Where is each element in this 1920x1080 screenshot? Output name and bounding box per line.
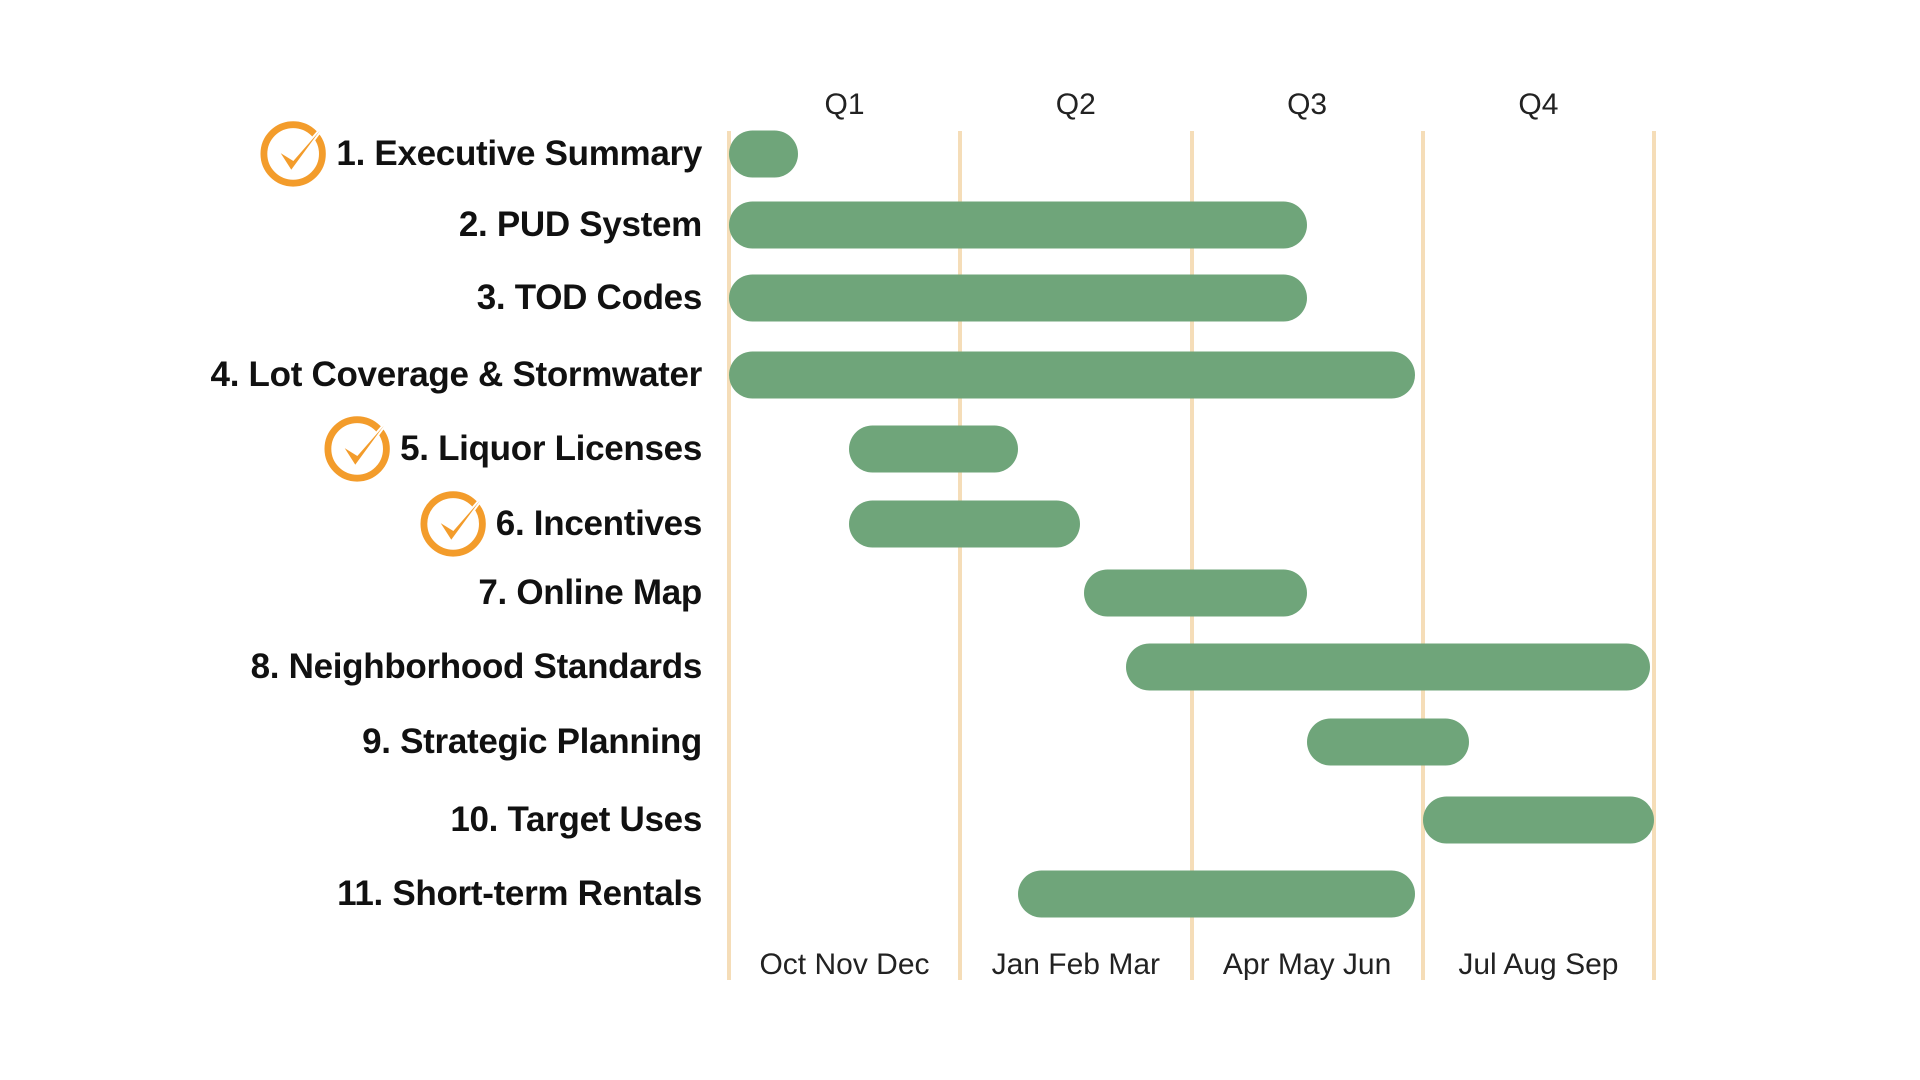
task-bar <box>729 201 1308 249</box>
task-bar <box>848 425 1019 473</box>
gridline <box>958 131 963 980</box>
task-bar <box>729 274 1308 322</box>
task-label: 9. Strategic Planning <box>362 722 702 761</box>
task-bar <box>729 130 799 178</box>
month-label: Oct Nov Dec <box>759 948 930 981</box>
task-label: 6. Incentives <box>495 504 703 543</box>
task-bar <box>729 351 1416 399</box>
checkmark-circle-icon <box>260 112 336 187</box>
task-label: 3. TOD Codes <box>476 278 703 317</box>
task-label: 7. Online Map <box>478 573 702 612</box>
task-label: 2. PUD System <box>458 205 702 244</box>
gridline <box>1189 131 1194 980</box>
task-bar <box>1083 569 1308 617</box>
quarter-label: Q2 <box>1055 88 1096 121</box>
quarter-label: Q4 <box>1518 88 1559 121</box>
gridline <box>727 131 731 980</box>
task-bar <box>1018 870 1416 918</box>
checkmark-circle-icon <box>420 482 495 557</box>
month-label: Jul Aug Sep <box>1458 948 1619 981</box>
task-bar <box>1422 796 1655 844</box>
checkmark-circle-icon <box>324 407 399 482</box>
quarter-label: Q1 <box>824 88 865 121</box>
month-label: Apr May Jun <box>1222 948 1392 981</box>
task-bar <box>1307 718 1470 766</box>
gridline <box>1420 131 1425 980</box>
task-label: 1. Executive Summary <box>336 134 702 173</box>
task-bar <box>1126 643 1651 691</box>
task-label: 10. Target Uses <box>450 800 702 839</box>
task-bar <box>848 500 1080 548</box>
task-label: 8. Neighborhood Standards <box>250 647 703 686</box>
task-label: 4. Lot Coverage & Stormwater <box>210 355 703 394</box>
task-label: 11. Short-term Rentals <box>337 874 702 913</box>
month-label: Jan Feb Mar <box>991 948 1160 981</box>
quarter-label: Q3 <box>1287 88 1328 121</box>
task-label: 5. Liquor Licenses <box>400 429 702 468</box>
gridline <box>1652 131 1657 980</box>
